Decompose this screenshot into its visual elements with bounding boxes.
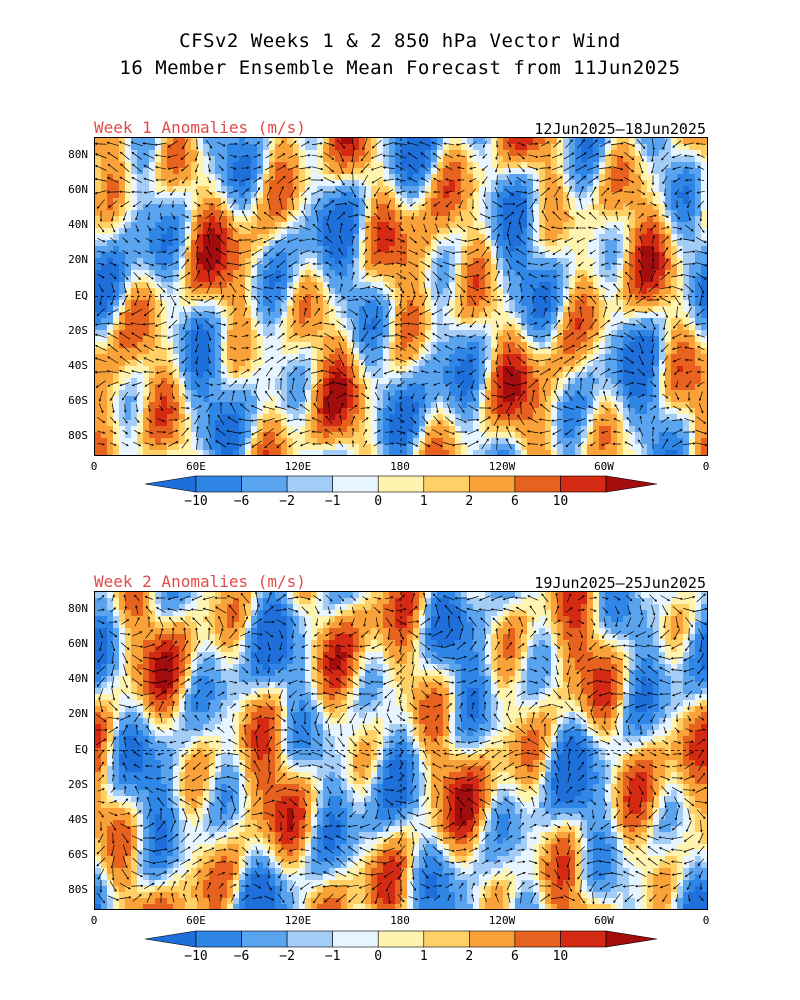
anomaly-field [95, 592, 707, 909]
colorbar-segment [241, 475, 288, 493]
lat-tick-label: 80N [68, 601, 88, 615]
colorbar-tick-label: 0 [374, 949, 383, 964]
colorbar-segment [332, 475, 379, 493]
lat-tick-label: 60S [68, 394, 88, 408]
colorbar-over-triangle [605, 475, 657, 493]
colorbar-segment [423, 475, 470, 493]
colorbar-segment [286, 930, 333, 948]
panel-1-colorbar [145, 475, 657, 493]
colorbar-tick-label: 0 [374, 494, 383, 509]
colorbar-tick-label: 10 [552, 949, 569, 964]
lon-tick-label: 0 [702, 460, 710, 473]
colorbar-segment [241, 930, 288, 948]
lat-tick-label: 80N [68, 147, 88, 161]
colorbar-tick-label: −6 [233, 949, 250, 964]
lat-tick-label: EQ [74, 742, 88, 756]
panel-1-dates: 12Jun2025—18Jun2025 [534, 120, 706, 138]
lat-tick-label: 80S [68, 883, 88, 897]
panel-2-colorbar [145, 930, 657, 948]
lon-tick-label: 0 [90, 460, 98, 473]
lat-tick-label: 20N [68, 707, 88, 721]
lon-tick-label: 0 [90, 914, 98, 927]
lat-tick-label: 60N [68, 182, 88, 196]
colorbar-segment [195, 475, 242, 493]
colorbar-segment [195, 930, 242, 948]
colorbar-segment [423, 930, 470, 948]
panel-1-label: Week 1 Anomalies (m/s) [94, 118, 306, 137]
colorbar-tick-label: 6 [510, 494, 519, 509]
lon-tick-label: 60W [594, 460, 614, 473]
lat-tick-label: 60S [68, 848, 88, 862]
colorbar-segment [377, 930, 425, 948]
title-line-2: 16 Member Ensemble Mean Forecast from 11… [119, 57, 681, 79]
week1-anomaly-map [94, 137, 708, 456]
colorbar-tick-label: 2 [465, 949, 474, 964]
colorbar-under-triangle [145, 475, 197, 493]
colorbar-segment [514, 930, 561, 948]
colorbar-tick-label: 1 [419, 949, 428, 964]
wind-vectors [95, 592, 707, 905]
colorbar-tick-label: −1 [324, 949, 341, 964]
colorbar-under-triangle [145, 930, 197, 948]
colorbar-segment [469, 930, 516, 948]
colorbar-segment [560, 475, 607, 493]
lat-tick-label: 80S [68, 429, 88, 443]
lat-tick-label: 20S [68, 777, 88, 791]
colorbar-segment [560, 930, 607, 948]
colorbar-tick-label: 2 [465, 494, 474, 509]
lon-tick-label: 60E [186, 914, 206, 927]
colorbar-tick-label: 6 [510, 949, 519, 964]
lat-tick-label: 40N [68, 218, 88, 232]
panel-2-label: Week 2 Anomalies (m/s) [94, 572, 306, 591]
lon-tick-label: 120E [284, 914, 312, 927]
colorbar-segment [332, 930, 379, 948]
colorbar-tick-label: 10 [552, 494, 569, 509]
lon-tick-label: 120W [488, 460, 516, 473]
colorbar-segment [286, 475, 333, 493]
lon-tick-label: 180 [390, 914, 410, 927]
colorbar-segment [514, 475, 561, 493]
lon-tick-label: 120W [488, 914, 516, 927]
panel-2-dates: 19Jun2025—25Jun2025 [534, 574, 706, 592]
lat-tick-label: 20S [68, 323, 88, 337]
week2-anomaly-map [94, 591, 708, 910]
colorbar-segment [377, 475, 425, 493]
anomaly-field [95, 138, 707, 455]
colorbar-tick-label: −1 [324, 494, 341, 509]
lat-tick-label: 60N [68, 636, 88, 650]
lat-tick-label: EQ [74, 288, 88, 302]
lon-tick-label: 120E [284, 460, 312, 473]
colorbar-tick-label: −2 [279, 949, 295, 964]
colorbar-tick-label: −6 [233, 494, 250, 509]
lat-tick-label: 20N [68, 253, 88, 267]
lat-tick-label: 40N [68, 672, 88, 686]
title-line-1: CFSv2 Weeks 1 & 2 850 hPa Vector Wind [179, 30, 621, 52]
wind-vectors [95, 138, 707, 450]
lon-tick-label: 180 [390, 460, 410, 473]
colorbar-tick-label: −2 [279, 494, 295, 509]
lat-tick-label: 40S [68, 358, 88, 372]
colorbar-segment [469, 475, 516, 493]
colorbar-tick-label: 1 [419, 494, 428, 509]
colorbar-tick-label: −10 [184, 494, 208, 509]
lon-tick-label: 60E [186, 460, 206, 473]
lat-tick-label: 40S [68, 812, 88, 826]
lon-tick-label: 0 [702, 914, 710, 927]
lon-tick-label: 60W [594, 914, 614, 927]
colorbar-over-triangle [605, 930, 657, 948]
colorbar-tick-label: −10 [184, 949, 208, 964]
